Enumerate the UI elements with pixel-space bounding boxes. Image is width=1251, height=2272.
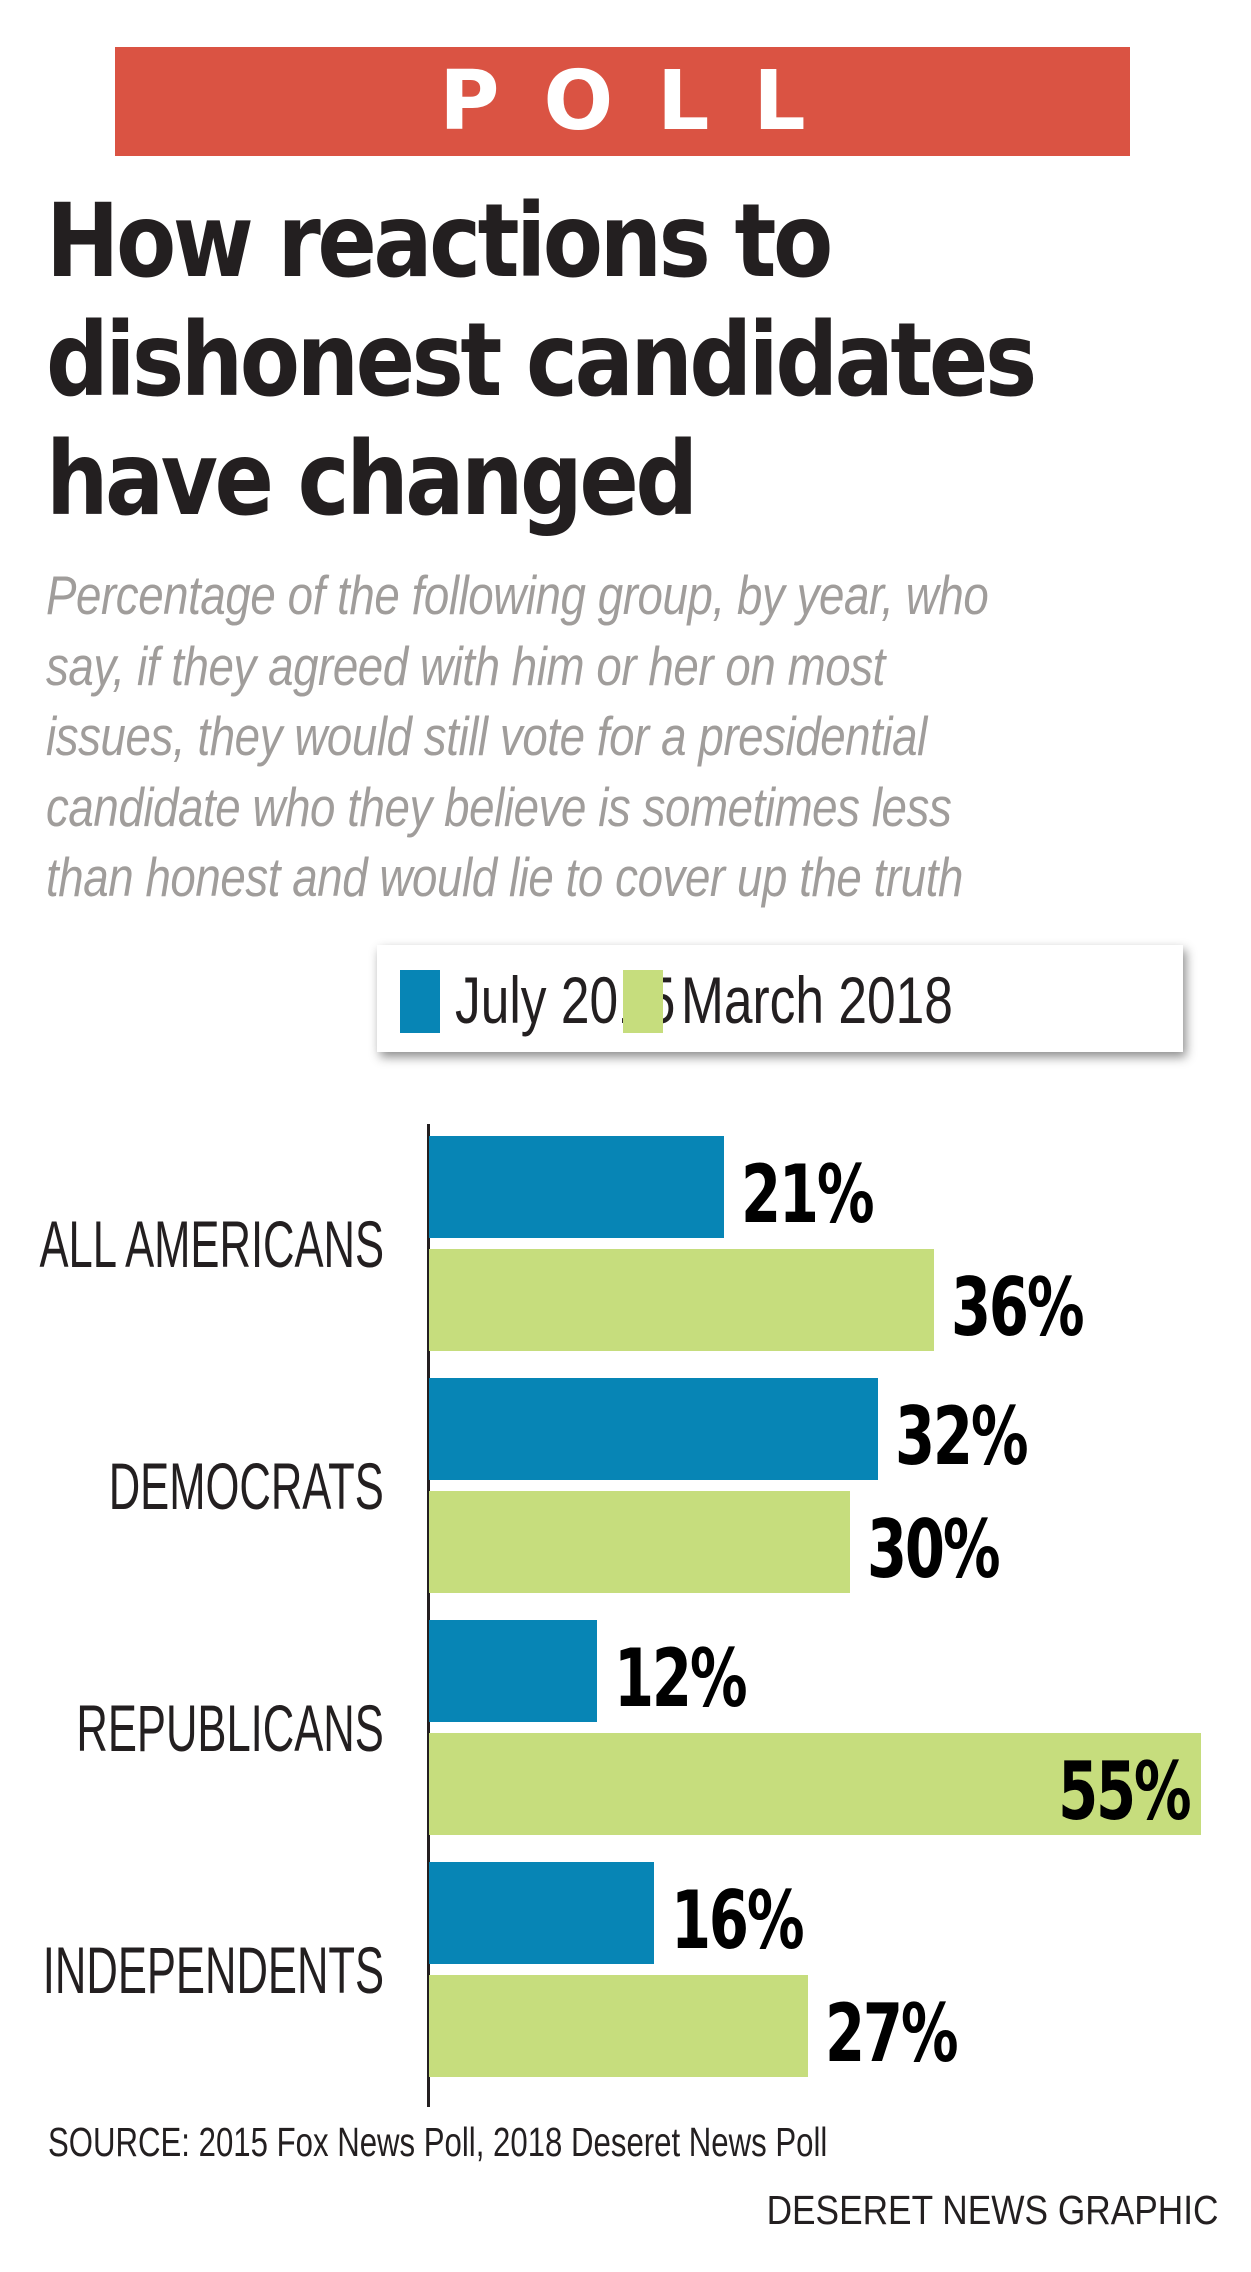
poll-banner: POLL: [115, 47, 1130, 156]
data-label: 32%: [895, 1390, 1029, 1483]
data-label: 55%: [1057, 1745, 1192, 1838]
data-label: 36%: [951, 1261, 1085, 1354]
chart-title: How reactions to dishonest candidates ha…: [46, 182, 1061, 539]
category-label: ALL AMERICANS: [39, 1206, 384, 1281]
category-label: REPUBLICANS: [76, 1690, 384, 1765]
title-line: dishonest candidates: [46, 301, 1037, 420]
banner-label: POLL: [439, 53, 850, 149]
subtitle-line: candidate who they believe is sometimes …: [46, 775, 952, 838]
subtitle-line: issues, they would still vote for a pres…: [46, 705, 927, 767]
bar-march-2018: [429, 1975, 808, 2077]
source-note: SOURCE: 2015 Fox News Poll, 2018 Deseret…: [48, 2119, 828, 2165]
title-line: have changed: [46, 420, 698, 539]
bar-july-2015: [429, 1620, 598, 1722]
bar-march-2018: [429, 1733, 1201, 1835]
title-line: How reactions to: [46, 182, 833, 301]
legend-label-march-2018: March 2018: [681, 963, 953, 1037]
chart-subtitle: Percentage of the following group, by ye…: [46, 560, 1191, 913]
legend-swatch-march-2018: [623, 970, 663, 1033]
bar-july-2015: [429, 1862, 654, 1964]
bar-march-2018: [429, 1249, 935, 1351]
legend-swatch-july-2015: [400, 970, 440, 1033]
data-label: 12%: [614, 1632, 748, 1725]
y-axis-line: [427, 1124, 430, 2107]
graphic-credit: DESERET NEWS GRAPHIC: [766, 2187, 1218, 2233]
data-label: 30%: [867, 1503, 1001, 1596]
data-label: 16%: [670, 1874, 805, 1967]
bar-march-2018: [429, 1491, 851, 1593]
bar-july-2015: [429, 1378, 879, 1480]
chart-legend: July 2015 March 2018: [377, 945, 1183, 1052]
data-label: 21%: [740, 1148, 875, 1241]
bar-july-2015: [429, 1136, 724, 1238]
category-label: INDEPENDENTS: [42, 1932, 384, 2007]
subtitle-line: Percentage of the following group, by ye…: [46, 564, 989, 626]
data-label: 27%: [824, 1987, 959, 2080]
category-label: DEMOCRATS: [108, 1448, 384, 1523]
subtitle-line: than honest and would lie to cover up th…: [46, 846, 963, 908]
subtitle-line: say, if they agreed with him or her on m…: [46, 634, 885, 697]
